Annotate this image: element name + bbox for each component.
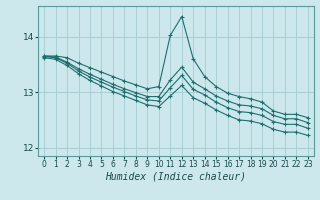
X-axis label: Humidex (Indice chaleur): Humidex (Indice chaleur) (106, 172, 246, 182)
